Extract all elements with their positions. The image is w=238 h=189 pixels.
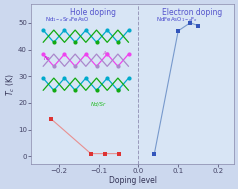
X-axis label: Doping level: Doping level	[109, 176, 157, 185]
Point	[105, 29, 109, 32]
Point	[49, 117, 53, 120]
Y-axis label: $T_c$ (K): $T_c$ (K)	[4, 73, 17, 95]
Text: Fe: Fe	[44, 56, 51, 61]
Point	[84, 77, 88, 80]
Point	[127, 29, 130, 32]
Point	[95, 65, 99, 68]
Point	[73, 41, 77, 44]
Point	[105, 53, 109, 56]
Text: As: As	[103, 51, 109, 56]
Point	[52, 65, 56, 68]
Point	[63, 29, 66, 32]
Point	[73, 65, 77, 68]
Point	[196, 24, 200, 27]
Point	[84, 53, 88, 56]
Point	[127, 53, 130, 56]
Point	[73, 89, 77, 92]
Text: Nd/Sr: Nd/Sr	[91, 102, 106, 107]
Point	[95, 89, 99, 92]
Point	[52, 41, 56, 44]
Point	[105, 77, 109, 80]
Point	[117, 152, 120, 155]
Text: NdFeAsO$_{1-x}$F$_x$: NdFeAsO$_{1-x}$F$_x$	[156, 15, 199, 24]
Point	[116, 65, 120, 68]
Point	[41, 29, 45, 32]
Point	[89, 152, 93, 155]
Point	[153, 152, 156, 155]
Point	[116, 41, 120, 44]
Point	[84, 29, 88, 32]
Text: O: O	[117, 88, 121, 93]
Point	[63, 77, 66, 80]
Point	[116, 89, 120, 92]
Point	[95, 41, 99, 44]
Point	[52, 89, 56, 92]
Point	[176, 29, 180, 32]
Text: Hole doping: Hole doping	[70, 8, 116, 17]
Point	[63, 53, 66, 56]
Point	[127, 77, 130, 80]
Point	[103, 152, 107, 155]
Point	[41, 77, 45, 80]
Text: Electron doping: Electron doping	[162, 8, 222, 17]
Point	[41, 53, 45, 56]
Point	[188, 21, 192, 24]
Text: Nd$_{1-x}$Sr$_x$FeAsO: Nd$_{1-x}$Sr$_x$FeAsO	[45, 15, 90, 24]
